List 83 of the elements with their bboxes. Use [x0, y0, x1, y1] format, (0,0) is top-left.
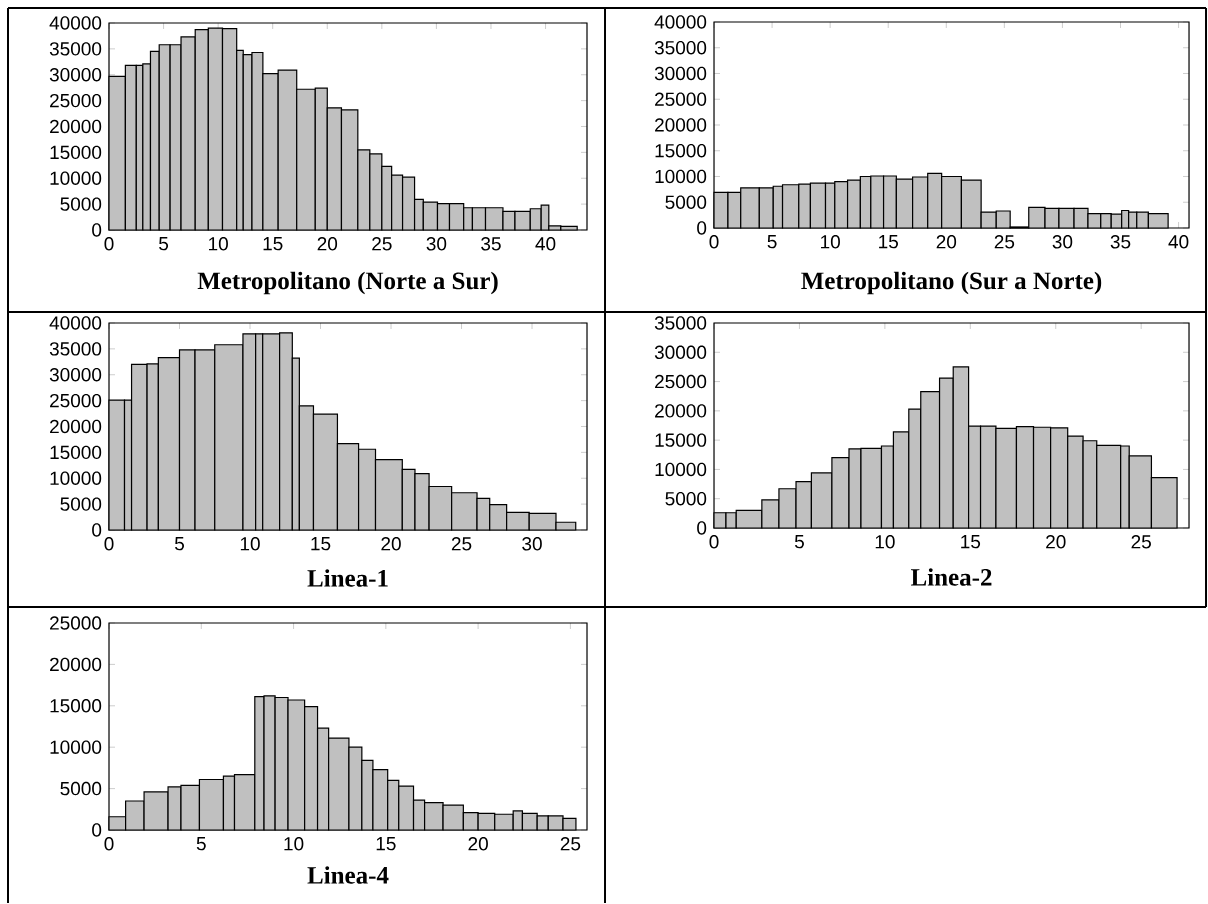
x-tick-label: 25	[994, 235, 1015, 249]
x-tick-label: 10	[240, 537, 260, 551]
x-tick-label: 35	[1110, 235, 1131, 249]
y-tick-label: 5000	[60, 497, 102, 511]
x-tick-label: 0	[709, 235, 719, 249]
y-tick-label: 30000	[654, 66, 707, 81]
y-tick-label: 35000	[654, 41, 707, 55]
y-tick-label: 10000	[50, 171, 102, 185]
x-tick-label: 0	[104, 237, 114, 251]
x-tick-label: 0	[709, 535, 719, 549]
y-tick-label: 20000	[50, 419, 102, 434]
y-tick-label: 35000	[654, 316, 707, 330]
x-tick-label: 5	[767, 235, 777, 249]
y-tick-label: 25000	[655, 92, 707, 106]
y-tick-label: 35000	[49, 342, 102, 356]
y-tick-label: 0	[92, 823, 102, 837]
y-tick-label: 35000	[49, 42, 102, 56]
y-tick-label: 10000	[655, 462, 707, 477]
y-tick-label: 30000	[49, 368, 102, 382]
x-tick-label: 30	[1052, 235, 1073, 249]
y-tick-label: 40000	[654, 15, 707, 29]
y-tick-label: 20000	[50, 657, 102, 672]
y-tick-label: 0	[92, 523, 102, 537]
y-tick-label: 15000	[50, 145, 102, 160]
y-tick-label: 15000	[655, 144, 707, 158]
x-tick-label: 25	[372, 237, 392, 251]
x-tick-label: 30	[522, 537, 542, 551]
y-tick-label: 0	[697, 221, 707, 235]
text: Linea-1	[307, 569, 388, 587]
y-tick-label: 15000	[50, 699, 102, 713]
text: Metropolitano (Sur a Norte)	[801, 271, 1102, 295]
y-tick-label: 5000	[60, 781, 102, 796]
x-tick-label: 35	[481, 237, 501, 251]
y-tick-label: 10000	[50, 471, 102, 485]
x-tick-label: 15	[879, 235, 899, 249]
y-tick-label: 15000	[50, 445, 102, 460]
x-tick-label: 10	[284, 837, 304, 851]
y-tick-label: 40000	[49, 316, 102, 330]
x-tick-label: 40	[1168, 235, 1189, 249]
x-tick-label: 0	[104, 837, 114, 851]
x-tick-label: 15	[311, 537, 331, 551]
y-tick-label: 20000	[655, 404, 707, 418]
x-tick-label: 25	[1131, 535, 1151, 549]
x-tick-label: 0	[104, 537, 114, 551]
x-tick-label: 15	[376, 837, 396, 851]
y-tick-label: 25000	[50, 616, 102, 630]
y-tick-label: 0	[697, 521, 707, 535]
text: Linea-4	[307, 866, 389, 884]
x-tick-label: 20	[1046, 535, 1066, 549]
x-tick-label: 30	[426, 237, 447, 251]
x-tick-label: 40	[535, 237, 556, 251]
y-tick-label: 25000	[655, 374, 707, 389]
y-tick-label: 20000	[50, 119, 102, 134]
x-tick-label: 10	[875, 535, 895, 549]
y-tick-label: 15000	[655, 433, 707, 447]
x-tick-label: 15	[263, 237, 283, 251]
y-tick-label: 5000	[665, 491, 707, 506]
y-tick-label: 20000	[655, 118, 707, 132]
y-tick-label: 0	[92, 223, 102, 237]
x-tick-label: 5	[794, 535, 804, 549]
y-tick-label: 25000	[50, 393, 102, 408]
y-tick-label: 40000	[49, 16, 102, 30]
x-tick-label: 15	[961, 535, 981, 549]
x-tick-label: 20	[317, 237, 338, 251]
text: Metropolitano (Norte a Sur)	[197, 271, 498, 295]
y-tick-label: 10000	[655, 169, 707, 184]
y-tick-label: 30000	[49, 68, 102, 82]
y-tick-label: 5000	[60, 197, 102, 211]
x-tick-label: 20	[468, 837, 488, 851]
x-tick-label: 25	[451, 537, 472, 551]
y-tick-label: 25000	[50, 93, 102, 108]
y-tick-label: 10000	[50, 740, 102, 754]
x-tick-label: 25	[560, 837, 581, 851]
x-tick-label: 10	[821, 235, 840, 249]
x-tick-label: 5	[159, 237, 169, 251]
text: Linea-2	[910, 568, 992, 586]
x-tick-label: 5	[196, 837, 206, 851]
x-tick-label: 20	[936, 235, 957, 249]
x-tick-label: 10	[209, 237, 228, 251]
y-tick-label: 5000	[665, 195, 707, 209]
x-tick-label: 20	[381, 537, 401, 551]
x-tick-label: 5	[174, 537, 185, 551]
y-tick-label: 30000	[654, 345, 707, 360]
